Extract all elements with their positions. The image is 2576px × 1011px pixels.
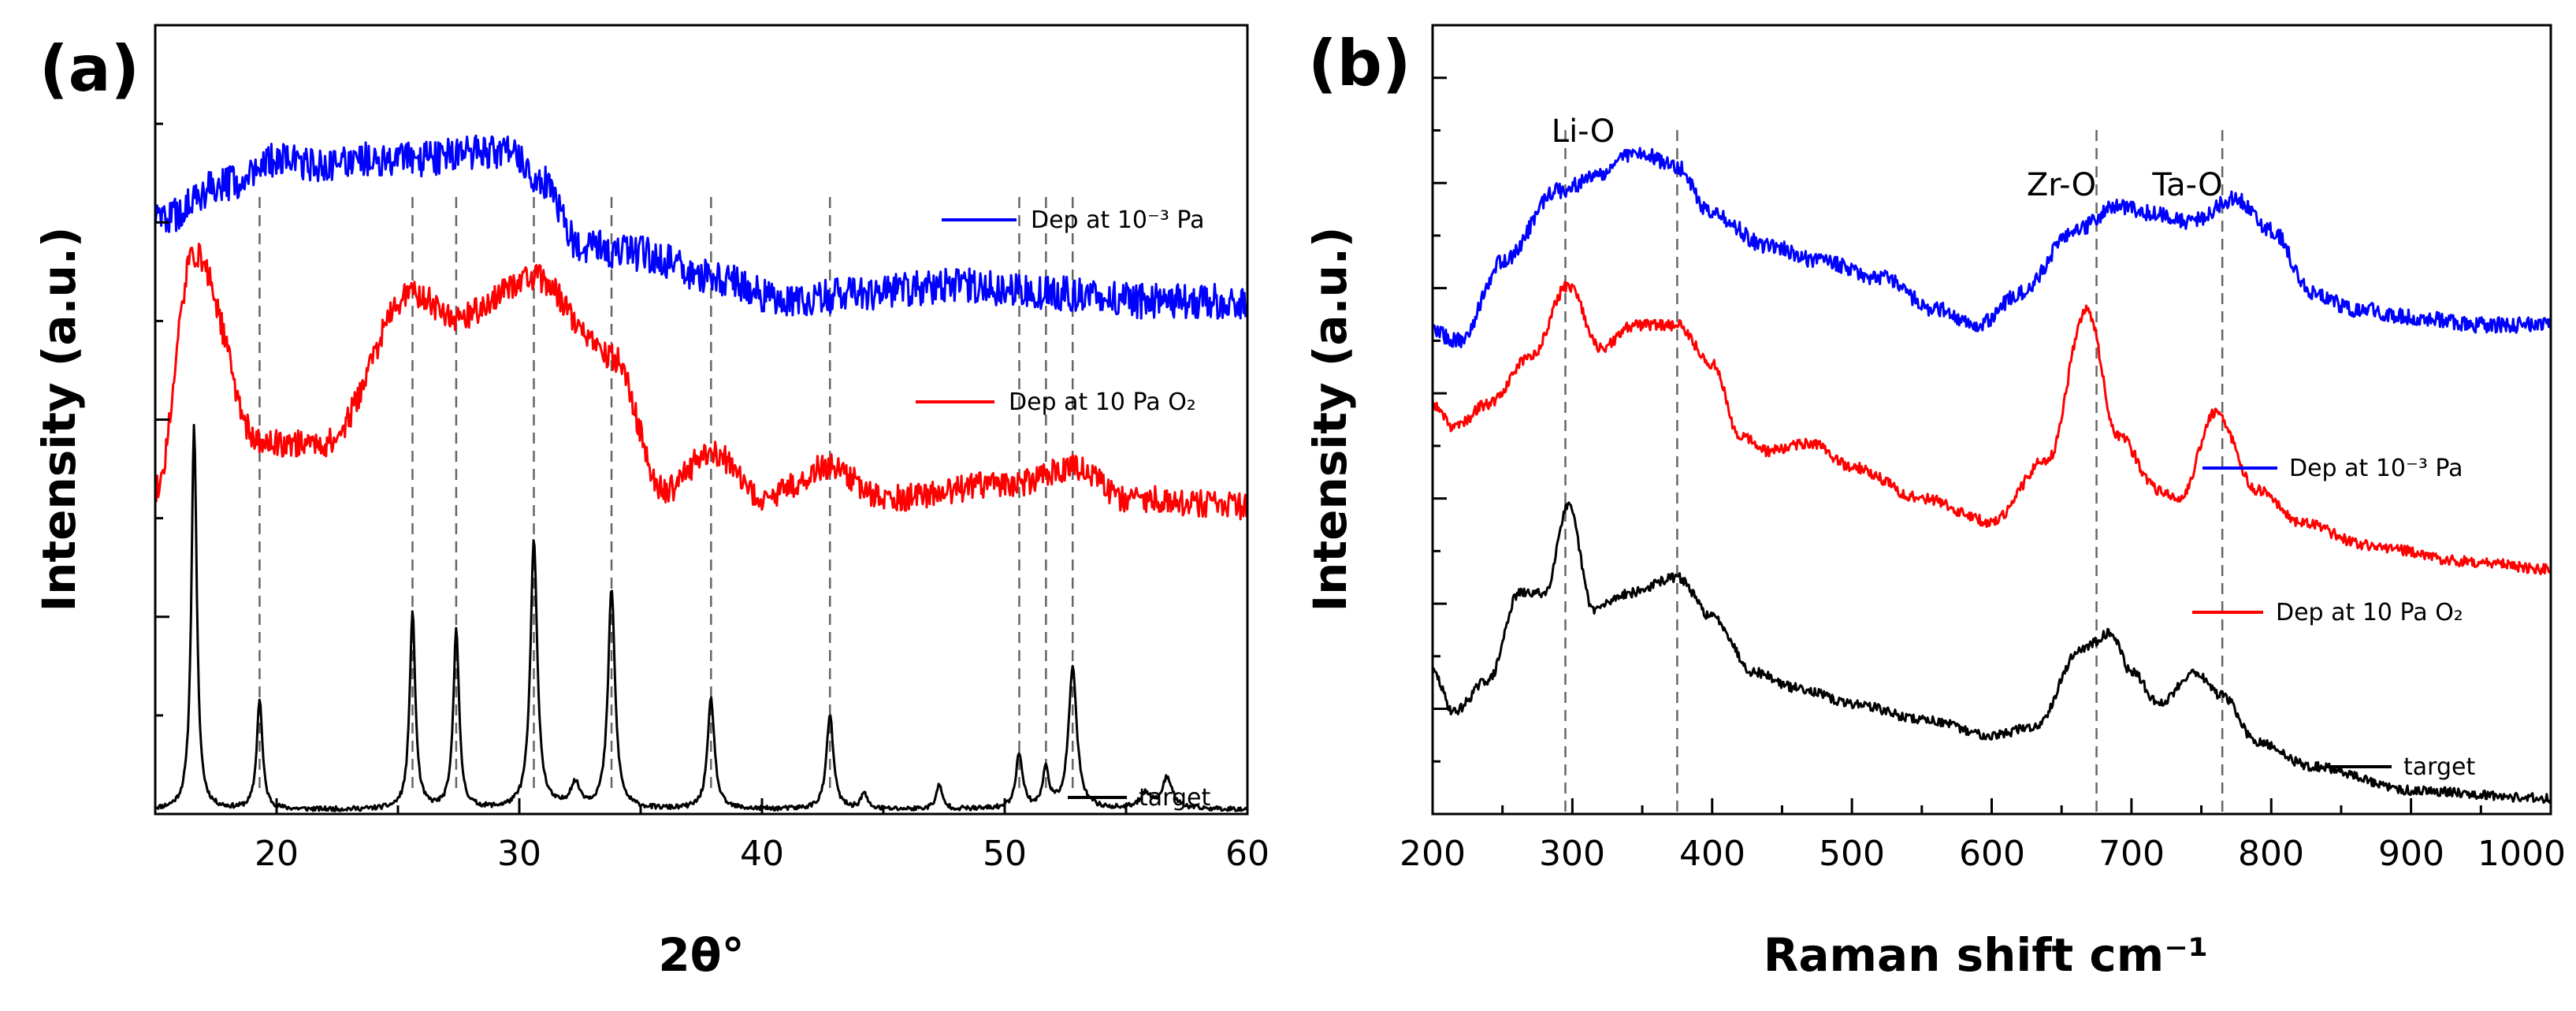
x-tick-label: 50 [983,834,1027,874]
plot-area [154,134,1249,812]
y-axis-title: Intensity (a.u.) [32,227,86,612]
x-tick-label: 800 [2238,834,2304,874]
legend-label: Dep at 10 Pa O₂ [2276,599,2463,626]
panel-b: (b) 200 300 400 500 600 700 800 900 1000… [1303,24,2566,982]
x-tick-label: 300 [1539,834,1605,874]
legend-entry: Dep at 10 Pa O₂ [916,388,1196,416]
x-tick-label: 600 [1959,834,2025,874]
series-line [1431,501,2552,805]
series-line [154,134,1249,320]
x-tick-label: 500 [1819,834,1885,874]
legend-label: target [1139,784,1210,812]
reference-lines [258,197,1074,788]
plot-frame [154,24,1249,816]
x-tick-label: 60 [1225,834,1269,874]
panel-label: (a) [39,32,139,106]
panel-label: (b) [1308,27,1411,100]
peak-annotation: Zr-O [2027,167,2096,203]
x-tick-label: 900 [2378,834,2444,874]
x-tick-label: 30 [497,834,541,874]
reference-lines [1564,130,2224,812]
legend-entry: Dep at 10 Pa O₂ [2192,599,2463,626]
y-axis-title: Intensity (a.u.) [1303,227,1357,612]
plot-area [1431,147,2552,805]
legend: Dep at 10⁻³ Pa Dep at 10 Pa O₂ target [2192,455,2475,781]
legend-entry: target [1068,784,1210,812]
axis-ticks [1431,76,2552,814]
x-tick-label: 1000 [2477,834,2566,874]
x-tick-label: 700 [2098,834,2165,874]
x-tick-label: 200 [1400,834,1466,874]
x-tick-labels: 200 300 400 500 600 700 800 900 1000 [1400,834,2566,874]
x-tick-label: 20 [255,834,299,874]
series-line [154,423,1249,812]
panel-a: (a) 20 30 40 50 60 2θ° Intensity (a.u.) … [32,24,1269,982]
axis-ticks [154,122,1249,814]
legend-entry: Dep at 10⁻³ Pa [2202,455,2463,482]
legend-label: target [2403,753,2475,781]
series-line [154,243,1249,521]
peak-annotations: Li-O Zr-O Ta-O [1552,113,2223,203]
legend-label: Dep at 10 Pa O₂ [1009,388,1196,416]
legend-label: Dep at 10⁻³ Pa [1031,206,1205,234]
x-tick-labels: 20 30 40 50 60 [255,834,1269,874]
peak-annotation: Ta-O [2151,167,2222,203]
x-tick-label: 40 [740,834,784,874]
x-tick-label: 400 [1679,834,1745,874]
legend-entry: Dep at 10⁻³ Pa [942,206,1205,234]
legend-label: Dep at 10⁻³ Pa [2289,455,2463,482]
x-axis-title: Raman shift cm⁻¹ [1764,928,2209,982]
x-axis-title: 2θ° [658,928,744,982]
series-line [1431,281,2552,576]
series-line [1431,147,2552,348]
peak-annotation: Li-O [1552,113,1615,150]
legend: Dep at 10⁻³ Pa Dep at 10 Pa O₂ target [916,206,1210,812]
legend-entry: target [2325,753,2475,781]
